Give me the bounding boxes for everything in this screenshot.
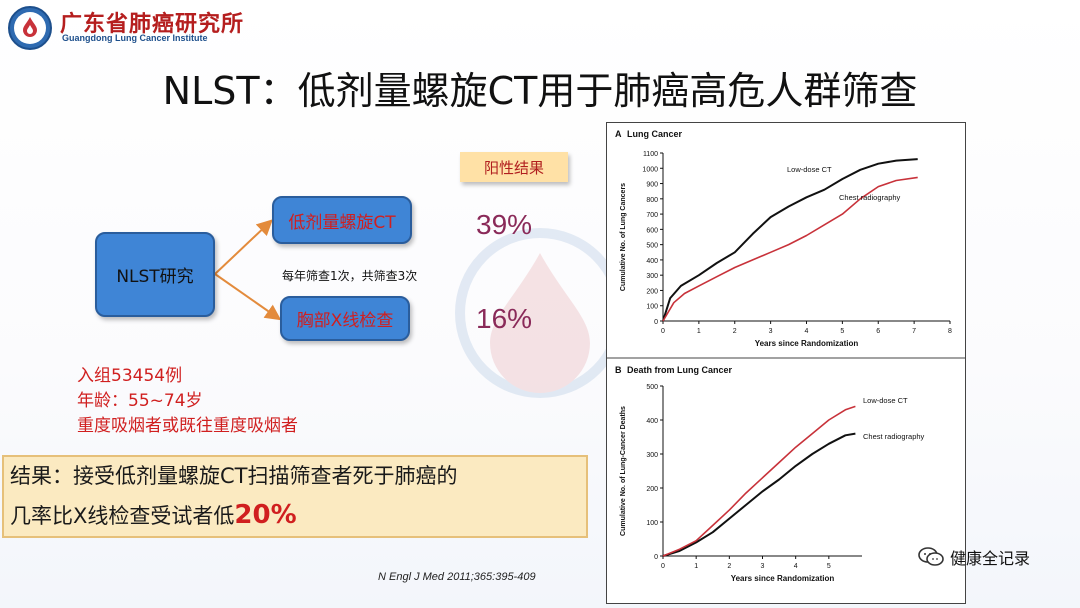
watermark-text: 健康全记录 (950, 549, 1031, 568)
series-label: Low-dose CT (863, 396, 908, 405)
series-label: Low-dose CT (787, 165, 832, 174)
x-tick-label: 3 (769, 328, 773, 335)
result-line-2-text: 几率比X线检查受试者低 (10, 504, 235, 528)
slide-title: NLST：低剂量螺旋CT用于肺癌高危人群筛查 (162, 69, 918, 113)
ct-arm-box: 低剂量螺旋CT (272, 196, 412, 244)
x-tick-label: 6 (876, 328, 880, 335)
x-tick-label: 0 (661, 563, 665, 570)
diagram-arrows (214, 219, 282, 321)
x-tick-label: 3 (761, 563, 765, 570)
org-name-en: Guangdong Lung Cancer Institute (62, 33, 208, 43)
result-line-2: 几率比X线检查受试者低20% (10, 500, 297, 530)
panel-label-0: A (615, 129, 622, 139)
series-line-low-dose-ct (662, 158, 918, 322)
panel-label-1: B (615, 365, 622, 375)
x-tick-label: 2 (727, 563, 731, 570)
y-axis-label-1: Cumulative No. of Lung-Cancer Deaths (620, 406, 627, 536)
enrollment-count: 入组53454例 (77, 366, 183, 386)
wechat-icon (918, 547, 944, 566)
series-label: Chest radiography (863, 432, 925, 441)
figure-svg: A Lung Cancer0100200300400500600700800900… (607, 129, 965, 583)
y-tick-label: 500 (646, 243, 658, 250)
y-tick-label: 0 (654, 319, 658, 326)
ct-positive-rate: 39% (476, 209, 533, 240)
series-line-low-dose-ct (662, 432, 856, 557)
x-axis-label-1: Years since Randomization (731, 574, 835, 583)
panel-title-0: Lung Cancer (627, 129, 683, 139)
x-tick-label: 8 (948, 328, 952, 335)
citation-text: N Engl J Med 2011;365:395-409 (378, 571, 536, 583)
enrollment-age: 年龄：55~74岁 (77, 391, 203, 411)
citation: N Engl J Med 2011;365:395-409 (378, 571, 536, 583)
nejm-figure: A Lung Cancer 0 100 200 300 400 500 600 700 800 900… (606, 122, 966, 604)
x-tick-label: 1 (697, 328, 701, 335)
y-axis-label-0: Cumulative No. of Lung Cancers (620, 183, 627, 291)
enrollment-criteria: 重度吸烟者或既往重度吸烟者 (77, 416, 298, 436)
series-line-chest-radiography (662, 176, 918, 322)
positive-result-label: 阳性结果 (460, 152, 568, 182)
y-tick-label: 0 (654, 554, 658, 561)
y-tick-label: 100 (646, 304, 658, 311)
y-tick-label: 400 (646, 258, 658, 265)
screening-frequency: 每年筛查1次，共筛查3次 (282, 269, 418, 283)
nlst-study-box: NLST研究 (95, 232, 215, 317)
result-line-1: 结果：接受低剂量螺旋CT扫描筛查者死于肺癌的 (10, 464, 458, 488)
x-tick-label: 0 (661, 328, 665, 335)
y-tick-label: 300 (646, 452, 658, 459)
result-percentage: 20% (234, 500, 297, 530)
y-tick-label: 600 (646, 227, 658, 234)
logo-flame-icon (23, 17, 37, 37)
y-tick-label: 200 (646, 486, 658, 493)
wechat-watermark: 健康全记录 (918, 545, 1030, 569)
x-axis-label-0: Years since Randomization (755, 339, 859, 348)
y-tick-label: 800 (646, 197, 658, 204)
y-tick-label: 1000 (642, 166, 658, 173)
panel-title-1: Death from Lung Cancer (627, 365, 733, 375)
x-tick-label: 4 (794, 563, 798, 570)
series-line-chest-radiography (662, 405, 856, 557)
xray-positive-rate: 16% (476, 303, 533, 334)
y-tick-label: 700 (646, 212, 658, 219)
y-tick-label: 1100 (643, 151, 658, 158)
x-tick-label: 1 (694, 563, 698, 570)
xray-arm-box: 胸部X线检查 (280, 296, 410, 341)
y-tick-label: 400 (646, 418, 658, 425)
x-tick-label: 2 (733, 328, 737, 335)
series-label: Chest radiography (839, 193, 901, 202)
y-tick-label: 200 (646, 288, 658, 295)
result-box (2, 455, 588, 538)
x-tick-label: 7 (912, 328, 916, 335)
y-tick-label: 900 (646, 182, 658, 189)
x-tick-label: 5 (827, 563, 831, 570)
y-tick-label: 300 (646, 273, 658, 280)
y-tick-label: 500 (646, 384, 658, 391)
x-tick-label: 4 (805, 328, 809, 335)
org-name-cn: 广东省肺癌研究所 (60, 11, 245, 37)
x-tick-label: 5 (840, 328, 844, 335)
y-tick-label: 100 (646, 520, 658, 527)
